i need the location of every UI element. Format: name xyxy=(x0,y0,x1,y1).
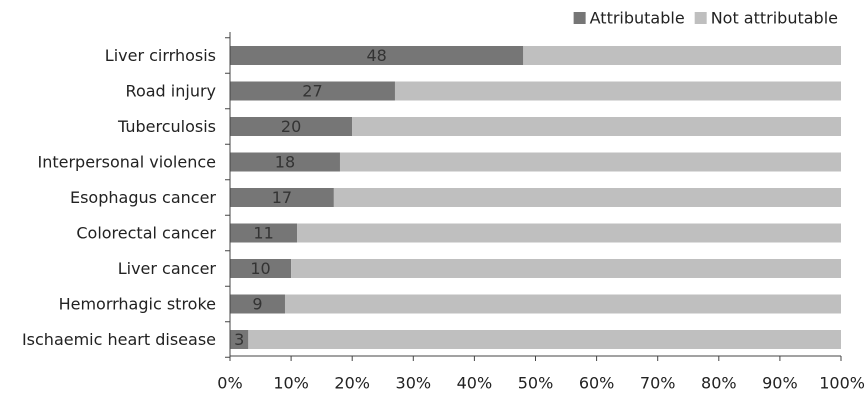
category-label-ischaemic-heart-disease: Ischaemic heart disease xyxy=(22,330,216,349)
category-label-hemorrhagic-stroke: Hemorrhagic stroke xyxy=(59,295,216,314)
data-label-interpersonal-violence: 18 xyxy=(275,153,295,172)
x-tick-label-50pct: 50% xyxy=(518,374,554,393)
bar-not-attributable-esophagus-cancer xyxy=(333,188,841,207)
x-tick-label-60pct: 60% xyxy=(579,374,615,393)
bar-attributable-esophagus-cancer xyxy=(230,188,334,207)
x-tick-label-100pct: 100% xyxy=(819,374,865,393)
x-tick-label-70pct: 70% xyxy=(640,374,676,393)
legend-swatch-not-attributable xyxy=(694,12,707,24)
legend-swatch-attributable xyxy=(573,12,586,24)
bar-attributable-road-injury xyxy=(230,81,395,101)
x-tick-label-30pct: 30% xyxy=(396,374,432,393)
x-tick-label-90pct: 90% xyxy=(762,374,798,393)
category-label-liver-cirrhosis: Liver cirrhosis xyxy=(105,46,216,65)
bar-not-attributable-interpersonal-violence xyxy=(339,152,841,172)
x-tick-label-80pct: 80% xyxy=(701,374,737,393)
data-label-road-injury: 27 xyxy=(302,82,322,101)
axes xyxy=(225,32,842,361)
legend: Attributable Not attributable xyxy=(573,9,838,28)
bar-not-attributable-tuberculosis xyxy=(352,117,841,136)
category-label-road-injury: Road injury xyxy=(126,82,216,101)
x-tick-label-40pct: 40% xyxy=(457,374,493,393)
bar-not-attributable-hemorrhagic-stroke xyxy=(284,294,841,314)
category-label-liver-cancer: Liver cancer xyxy=(118,259,217,278)
bar-attributable-liver-cirrhosis xyxy=(230,46,524,65)
legend-label-attributable: Attributable xyxy=(590,9,685,28)
bar-not-attributable-ischaemic-heart-disease xyxy=(248,330,841,349)
bar-attributable-tuberculosis xyxy=(230,117,353,136)
data-label-tuberculosis: 20 xyxy=(281,117,301,136)
bar-not-attributable-liver-cancer xyxy=(291,259,842,278)
bar-attributable-interpersonal-violence xyxy=(230,152,340,172)
data-label-ischaemic-heart-disease: 3 xyxy=(234,330,244,349)
legend-label-not-attributable: Not attributable xyxy=(711,9,838,28)
x-tick-label-0pct: 0% xyxy=(217,374,242,393)
bar-attributable-liver-cancer xyxy=(230,259,292,278)
bar-attributable-colorectal-cancer xyxy=(230,223,298,243)
x-tick-labels: 0% 10% 20% 30% 40% 50% 60% 70% 80% 90% 100% xyxy=(217,374,865,393)
data-label-liver-cancer: 10 xyxy=(250,259,270,278)
x-tick-label-20pct: 20% xyxy=(334,374,370,393)
category-label-tuberculosis: Tuberculosis xyxy=(117,117,216,136)
bar-not-attributable-road-injury xyxy=(394,81,841,101)
category-label-esophagus-cancer: Esophagus cancer xyxy=(70,188,216,207)
data-label-hemorrhagic-stroke: 9 xyxy=(252,295,262,314)
category-labels: Liver cirrhosis Road injury Tuberculosis In… xyxy=(22,46,216,349)
x-tick-label-10pct: 10% xyxy=(273,374,309,393)
data-label-esophagus-cancer: 17 xyxy=(272,188,292,207)
bar-not-attributable-liver-cirrhosis xyxy=(523,46,841,65)
category-label-interpersonal-violence: Interpersonal violence xyxy=(37,153,216,172)
bar-not-attributable-colorectal-cancer xyxy=(297,223,842,243)
data-label-colorectal-cancer: 11 xyxy=(253,224,273,243)
bar-attributable-hemorrhagic-stroke xyxy=(230,294,285,314)
bar-attributable-ischaemic-heart-disease xyxy=(230,330,249,349)
data-label-liver-cirrhosis: 48 xyxy=(366,46,386,65)
category-label-colorectal-cancer: Colorectal cancer xyxy=(76,224,216,243)
